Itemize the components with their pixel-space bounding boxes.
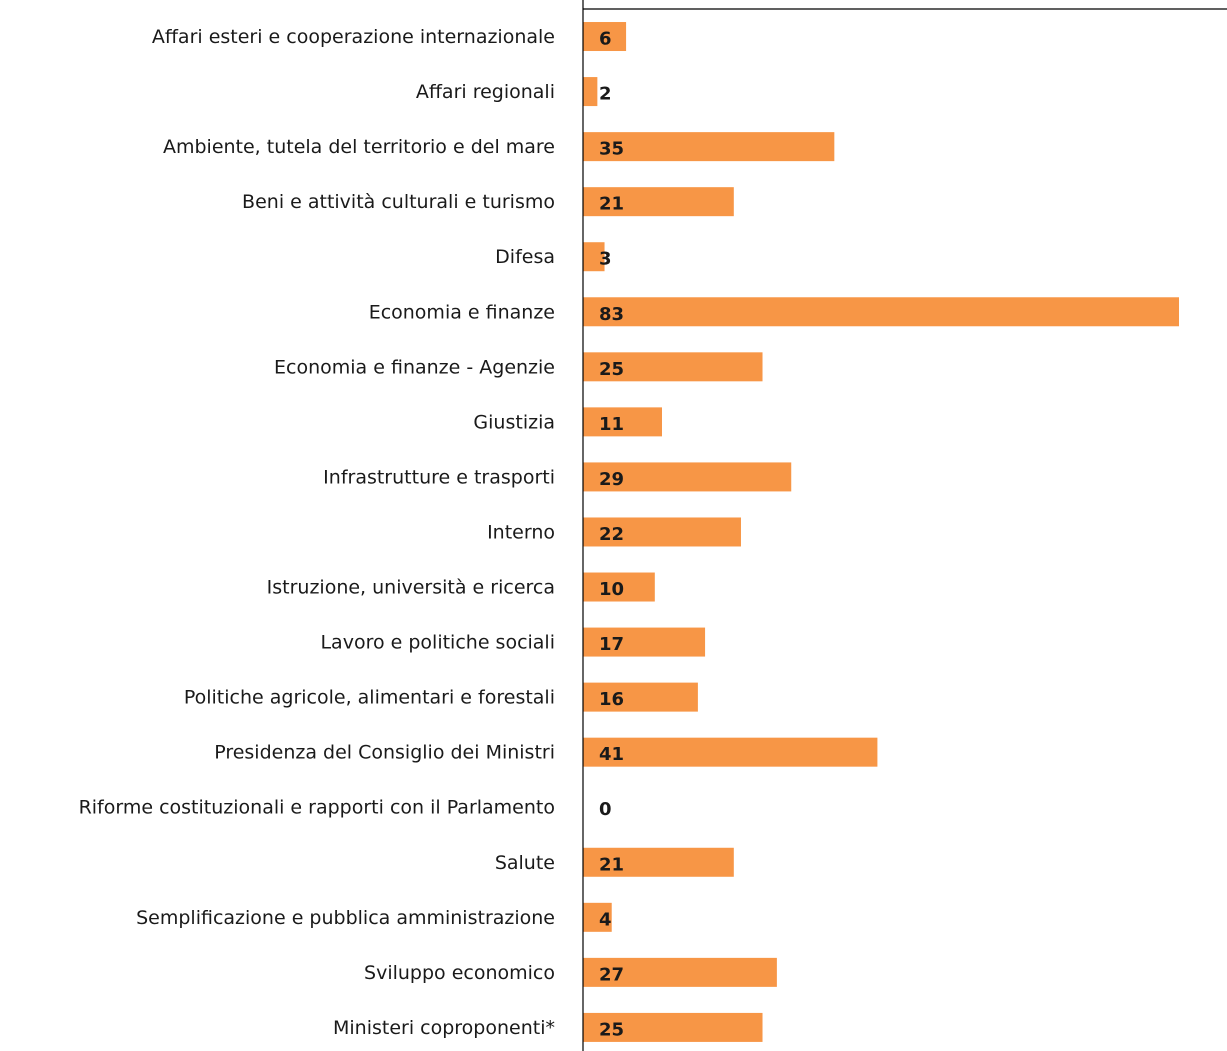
value-label-giustizia: 11	[599, 414, 624, 435]
category-label-affari-esteri-e-cooperazione-internazionale: Affari esteri e cooperazione internazion…	[152, 26, 555, 48]
value-label-economia-e-finanze-agenzie: 25	[599, 359, 624, 380]
category-label-presidenza-del-consiglio-dei-ministri: Presidenza del Consiglio dei Ministri	[214, 742, 555, 764]
axis-layer	[582, 0, 1227, 1051]
labels-layer: Affari esteri e cooperazione internazion…	[79, 26, 624, 1040]
value-label-istruzione-universita-e-ricerca: 10	[599, 579, 624, 600]
value-label-sviluppo-economico: 27	[599, 964, 624, 985]
category-label-beni-e-attivita-culturali-e-turismo: Beni e attività culturali e turismo	[242, 191, 555, 213]
value-label-economia-e-finanze: 83	[599, 304, 624, 325]
category-label-riforme-costituzionali-e-rapporti-con-il-parlamento: Riforme costituzionali e rapporti con il…	[79, 797, 555, 819]
category-label-politiche-agricole-alimentari-e-forestali: Politiche agricole, alimentari e foresta…	[184, 687, 555, 709]
value-label-ambiente-tutela-del-territorio-e-del-mare: 35	[599, 139, 624, 160]
value-label-salute: 21	[599, 854, 624, 875]
category-label-economia-e-finanze: Economia e finanze	[369, 301, 555, 323]
bar-presidenza-del-consiglio-dei-ministri	[583, 737, 878, 767]
value-label-interno: 22	[599, 524, 624, 545]
value-label-affari-esteri-e-cooperazione-internazionale: 6	[599, 29, 612, 50]
bar-giustizia	[583, 407, 662, 437]
value-label-lavoro-e-politiche-sociali: 17	[599, 634, 624, 655]
bar-politiche-agricole-alimentari-e-forestali	[583, 682, 698, 712]
bar-semplificazione-e-pubblica-amministrazione	[583, 902, 612, 932]
category-label-ministeri-coproponenti: Ministeri coproponenti*	[333, 1017, 555, 1039]
bar-lavoro-e-politiche-sociali	[583, 627, 706, 657]
bar-sviluppo-economico	[583, 957, 777, 987]
bars-layer	[583, 22, 1179, 1042]
bar-ambiente-tutela-del-territorio-e-del-mare	[583, 132, 835, 162]
bar-economia-e-finanze	[583, 297, 1179, 327]
bar-ministeri-coproponenti	[583, 1012, 763, 1042]
value-label-riforme-costituzionali-e-rapporti-con-il-parlamento: 0	[599, 799, 612, 820]
bar-infrastrutture-e-trasporti	[583, 462, 792, 492]
category-label-lavoro-e-politiche-sociali: Lavoro e politiche sociali	[320, 632, 555, 654]
category-label-salute: Salute	[495, 852, 555, 874]
value-label-ministeri-coproponenti: 25	[599, 1019, 624, 1040]
bar-salute	[583, 847, 734, 877]
category-label-economia-e-finanze-agenzie: Economia e finanze - Agenzie	[274, 356, 555, 378]
bar-economia-e-finanze-agenzie	[583, 352, 763, 382]
category-label-infrastrutture-e-trasporti: Infrastrutture e trasporti	[323, 466, 555, 488]
value-label-politiche-agricole-alimentari-e-forestali: 16	[599, 689, 624, 710]
value-label-difesa: 3	[599, 249, 612, 270]
bar-affari-esteri-e-cooperazione-internazionale	[583, 22, 627, 52]
value-label-beni-e-attivita-culturali-e-turismo: 21	[599, 194, 624, 215]
category-label-difesa: Difesa	[495, 246, 555, 268]
bar-istruzione-universita-e-ricerca	[583, 572, 655, 602]
bar-affari-regionali	[583, 77, 598, 107]
bar-beni-e-attivita-culturali-e-turismo	[583, 187, 734, 217]
category-label-affari-regionali: Affari regionali	[416, 81, 555, 103]
value-label-affari-regionali: 2	[599, 84, 612, 105]
category-label-sviluppo-economico: Sviluppo economico	[364, 962, 555, 984]
bar-interno	[583, 517, 741, 547]
category-label-ambiente-tutela-del-territorio-e-del-mare: Ambiente, tutela del territorio e del ma…	[163, 136, 555, 158]
bar-difesa	[583, 242, 605, 272]
value-label-infrastrutture-e-trasporti: 29	[599, 469, 624, 490]
category-label-interno: Interno	[487, 521, 555, 543]
category-label-istruzione-universita-e-ricerca: Istruzione, università e ricerca	[267, 577, 555, 599]
category-label-semplificazione-e-pubblica-amministrazione: Semplificazione e pubblica amministrazio…	[136, 907, 555, 929]
value-label-semplificazione-e-pubblica-amministrazione: 4	[599, 909, 612, 930]
category-label-giustizia: Giustizia	[473, 411, 555, 433]
value-label-presidenza-del-consiglio-dei-ministri: 41	[599, 744, 624, 765]
